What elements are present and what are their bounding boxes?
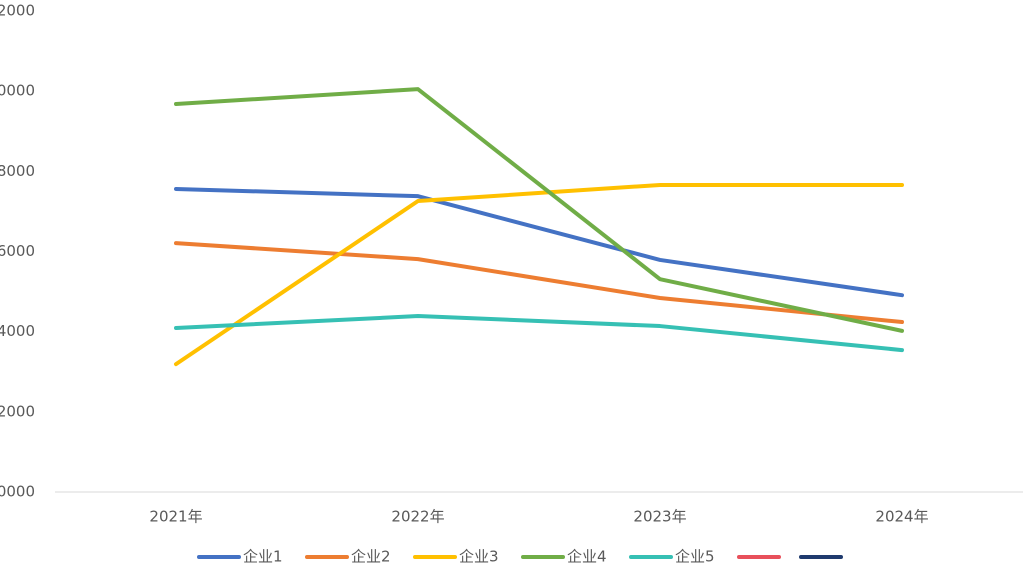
- y-tick-label: 12000: [0, 402, 35, 420]
- series-line: [174, 87, 904, 333]
- legend-label: 企业2: [351, 548, 391, 566]
- series-line: [174, 314, 904, 353]
- y-tick-label: 14000: [0, 322, 35, 340]
- series-line: [174, 186, 904, 298]
- legend-label: 企业3: [459, 548, 499, 566]
- y-tick-label: 20000: [0, 82, 35, 100]
- y-tick-label: 16000: [0, 242, 35, 260]
- legend-label: 企业1: [243, 548, 283, 566]
- x-tick-label: 2022年: [391, 508, 444, 526]
- y-tick-label: 10000: [0, 483, 35, 501]
- y-tick-label: 22000: [0, 2, 35, 20]
- series-line: [174, 241, 904, 325]
- legend-label: 企业4: [567, 548, 607, 566]
- y-tick-label: 18000: [0, 162, 35, 180]
- x-tick-label: 2023年: [633, 508, 686, 526]
- x-tick-label: 2021年: [149, 508, 202, 526]
- series-line: [174, 182, 904, 367]
- legend-label: 企业5: [675, 548, 715, 566]
- x-tick-label: 2024年: [875, 508, 928, 526]
